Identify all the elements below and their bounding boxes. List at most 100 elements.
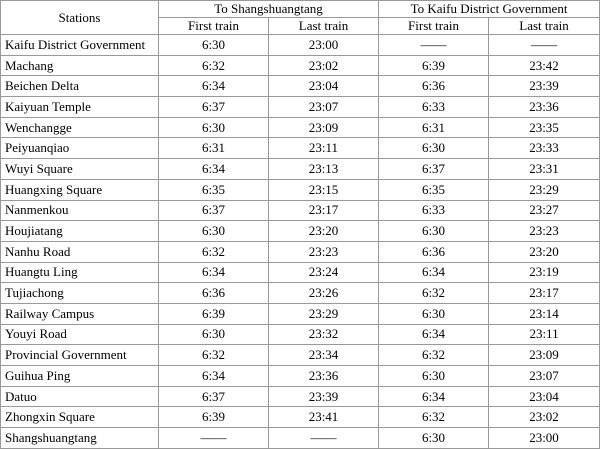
time-cell: 6:30 — [158, 220, 269, 242]
time-cell: 23:17 — [268, 199, 379, 222]
time-cell: —— — [378, 34, 489, 56]
time-cell: 6:32 — [158, 54, 269, 77]
table-row: Machang 6:32 23:02 6:39 23:42 — [0, 54, 600, 77]
time-cell: 23:20 — [268, 220, 379, 242]
table-row: Huangxing Square 6:35 23:15 6:35 23:29 — [0, 178, 600, 201]
time-cell: 6:30 — [378, 302, 489, 325]
time-cell: 23:02 — [268, 54, 379, 77]
table-row: Nanhu Road 6:32 23:23 6:36 23:20 — [0, 240, 600, 263]
table-row: Youyi Road 6:30 23:32 6:34 23:11 — [0, 323, 600, 346]
time-cell: 23:11 — [487, 323, 600, 346]
time-cell: 6:34 — [158, 365, 269, 387]
station-cell: Railway Campus — [0, 302, 159, 325]
time-cell: 23:24 — [268, 261, 379, 284]
time-cell: 23:41 — [268, 406, 379, 429]
time-cell: 6:37 — [158, 96, 269, 118]
subheader-cell: First train — [158, 17, 269, 35]
time-cell: 6:30 — [378, 427, 489, 449]
header-cell: Stations — [0, 0, 159, 35]
time-cell: —— — [487, 34, 600, 56]
table-row: Wuyi Square 6:34 23:13 6:37 23:31 — [0, 158, 600, 180]
station-cell: Youyi Road — [0, 323, 159, 346]
time-cell: 6:33 — [378, 96, 489, 118]
subheader-cell: Last train — [487, 17, 600, 35]
group-header: To Kaifu District Government — [377, 0, 600, 18]
time-cell: 6:35 — [378, 178, 489, 201]
time-cell: 6:30 — [378, 137, 489, 160]
table-row: Tujiachong 6:36 23:26 6:32 23:17 — [0, 282, 600, 304]
time-cell: 23:00 — [487, 427, 600, 449]
time-cell: 23:29 — [487, 178, 600, 201]
time-cell: 23:23 — [487, 220, 600, 242]
time-cell: 23:13 — [268, 158, 379, 180]
time-cell: 23:23 — [268, 240, 379, 263]
time-cell: 23:17 — [487, 282, 600, 304]
station-cell: Kaiyuan Temple — [0, 96, 159, 118]
time-cell: 23:39 — [268, 385, 379, 408]
time-cell: 23:04 — [487, 385, 600, 408]
station-cell: Kaifu District Government — [0, 34, 159, 56]
station-cell: Guihua Ping — [0, 365, 159, 387]
station-cell: Houjiatang — [0, 220, 159, 242]
subheader-row: First train Last train First train Last … — [1, 17, 600, 35]
time-cell: 6:33 — [378, 199, 489, 222]
station-cell: Huangxing Square — [0, 178, 159, 201]
table-row: Datuo 6:37 23:39 6:34 23:04 — [0, 385, 600, 408]
time-cell: 6:36 — [158, 282, 269, 304]
time-cell: 23:42 — [487, 54, 600, 77]
table-row: Kaiyuan Temple 6:37 23:07 6:33 23:36 — [0, 96, 600, 118]
time-cell: 6:30 — [158, 323, 269, 346]
time-cell: 6:37 — [158, 199, 269, 222]
time-cell: 23:02 — [487, 406, 600, 429]
time-cell: 23:35 — [487, 116, 600, 139]
table-row: Guihua Ping 6:34 23:36 6:30 23:07 — [0, 365, 600, 387]
time-cell: 6:37 — [378, 158, 489, 180]
time-cell: 23:19 — [487, 261, 600, 284]
station-cell: Wuyi Square — [0, 158, 159, 180]
subheader-cell: Last train — [268, 17, 379, 35]
table-row: Huangtu Ling 6:34 23:24 6:34 23:19 — [0, 261, 600, 284]
time-cell: 23:00 — [268, 34, 379, 56]
group-header: To Shangshuangtang — [158, 0, 379, 18]
time-cell: 6:39 — [158, 302, 269, 325]
station-cell: Wenchangge — [0, 116, 159, 139]
time-cell: 23:29 — [268, 302, 379, 325]
time-cell: 23:15 — [268, 178, 379, 201]
time-cell: 23:14 — [487, 302, 600, 325]
time-cell: 6:32 — [378, 344, 489, 366]
time-cell: 23:04 — [268, 75, 379, 98]
table-row: Zhongxin Square 6:39 23:41 6:32 23:02 — [0, 406, 600, 429]
time-cell: 6:36 — [378, 240, 489, 263]
time-cell: 6:34 — [378, 261, 489, 284]
table-row: Shangshuangtang —— —— 6:30 23:00 — [0, 427, 600, 449]
header-row: Stations To Shangshuangtang To Kaifu Dis… — [0, 0, 600, 35]
time-cell: 23:07 — [487, 365, 600, 387]
time-cell: 23:36 — [487, 96, 600, 118]
table-body: Kaifu District Government 6:30 23:00 —— —— Ma… — [0, 34, 600, 449]
time-cell: 23:09 — [487, 344, 600, 366]
time-cell: 6:32 — [158, 240, 269, 263]
time-cell: 6:36 — [378, 75, 489, 98]
time-cell: 6:31 — [158, 137, 269, 160]
time-cell: 6:34 — [158, 75, 269, 98]
station-cell: Beichen Delta — [0, 75, 159, 98]
time-cell: 6:39 — [158, 406, 269, 429]
station-cell: Huangtu Ling — [0, 261, 159, 284]
time-cell: 23:33 — [487, 137, 600, 160]
subheader-cell: First train — [378, 17, 489, 35]
table-row: Provincial Government 6:32 23:34 6:32 23:09 — [0, 344, 600, 366]
station-cell: Zhongxin Square — [0, 406, 159, 429]
time-cell: 23:20 — [487, 240, 600, 263]
table-row: Peiyuanqiao 6:31 23:11 6:30 23:33 — [0, 137, 600, 160]
table-row: Railway Campus 6:39 23:29 6:30 23:14 — [0, 302, 600, 325]
time-cell: 23:34 — [268, 344, 379, 366]
time-cell: 6:32 — [378, 282, 489, 304]
station-cell: Peiyuanqiao — [0, 137, 159, 160]
time-cell: 6:39 — [378, 54, 489, 77]
time-cell: 23:27 — [487, 199, 600, 222]
table-row: Beichen Delta 6:34 23:04 6:36 23:39 — [0, 75, 600, 98]
time-cell: 6:34 — [158, 261, 269, 284]
time-cell: 23:07 — [268, 96, 379, 118]
